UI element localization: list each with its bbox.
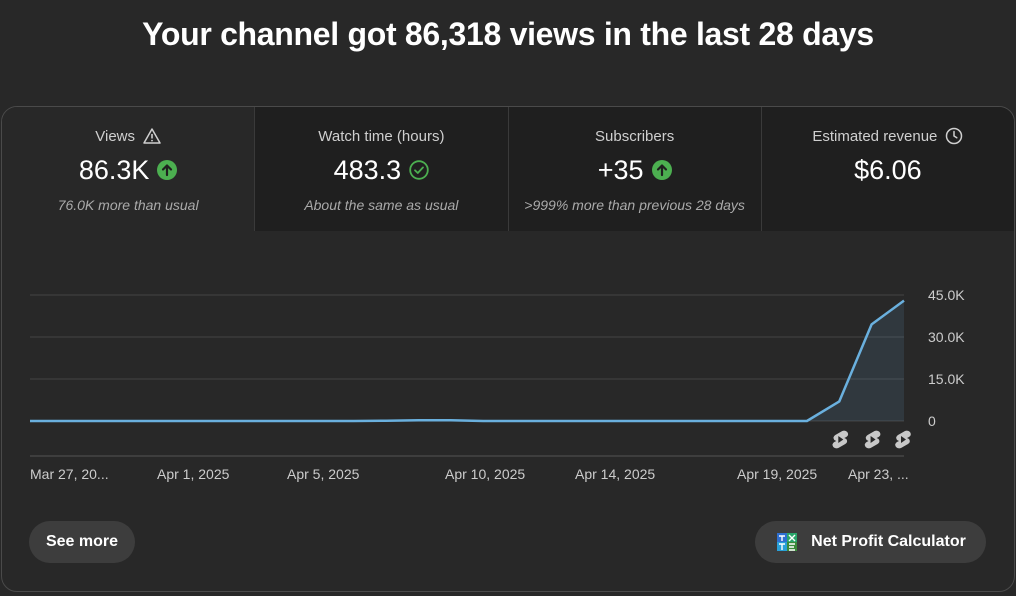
clock-icon[interactable] xyxy=(945,127,963,145)
metric-value: +35 xyxy=(597,154,644,185)
metric-label: Estimated revenue xyxy=(812,127,938,145)
chart-canvas[interactable]: 45.0K 30.0K 15.0K 0 Mar 27, 20... Apr 1, 2025… xyxy=(2,231,1014,491)
metric-value: 86.3K xyxy=(78,154,150,185)
shorts-icon[interactable] xyxy=(832,430,849,449)
metric-label: Views xyxy=(95,127,135,145)
views-chart[interactable]: 45.0K 30.0K 15.0K 0 Mar 27, 20... Apr 1, 2025… xyxy=(2,231,1014,491)
calculator-button-label: Net Profit Calculator xyxy=(811,533,966,550)
warning-triangle-icon[interactable] xyxy=(143,127,161,145)
shorts-icon[interactable] xyxy=(864,430,881,449)
x-tick-label: Apr 14, 2025 xyxy=(575,466,655,482)
check-circle-icon xyxy=(409,160,429,180)
x-tick-label: Apr 1, 2025 xyxy=(157,466,230,482)
page-headline: Your channel got 86,318 views in the las… xyxy=(142,16,874,52)
metric-label: Subscribers xyxy=(595,127,675,145)
metric-note: About the same as usual xyxy=(304,197,459,213)
metric-note: 76.0K more than usual xyxy=(57,197,199,213)
x-tick-label: Apr 10, 2025 xyxy=(445,466,525,482)
metric-value: $6.06 xyxy=(854,154,922,185)
y-tick-label: 45.0K xyxy=(928,287,965,303)
metric-tab-watch-time[interactable]: Watch time (hours) 483.3 About the same … xyxy=(255,107,509,231)
calculator-logo-icon xyxy=(775,530,801,554)
arrow-up-circle-icon xyxy=(651,160,672,180)
net-profit-calculator-button[interactable]: Net Profit Calculator xyxy=(755,521,986,563)
metrics-row: Views 86.3K 76.0K more than usual Watch … xyxy=(2,107,1014,231)
x-tick-label: Apr 23, ... xyxy=(848,466,909,482)
shorts-icon[interactable] xyxy=(895,430,911,449)
arrow-up-circle-icon xyxy=(157,160,178,180)
y-tick-label: 30.0K xyxy=(928,329,965,345)
metric-tab-subscribers[interactable]: Subscribers +35 >999% more than previous… xyxy=(508,107,762,231)
series-line xyxy=(30,299,905,423)
see-more-button[interactable]: See more xyxy=(29,521,135,563)
y-tick-label: 0 xyxy=(928,413,936,429)
x-tick-label: Apr 5, 2025 xyxy=(287,466,360,482)
y-tick-label: 15.0K xyxy=(928,371,965,387)
x-tick-label: Apr 19, 2025 xyxy=(737,466,817,482)
metric-label: Watch time (hours) xyxy=(318,127,445,145)
metric-value: 483.3 xyxy=(333,154,402,185)
metric-note: >999% more than previous 28 days xyxy=(524,197,745,213)
analytics-card: Views 86.3K 76.0K more than usual Watch … xyxy=(1,106,1015,592)
metric-tab-views[interactable]: Views 86.3K 76.0K more than usual xyxy=(2,107,256,231)
metric-tab-revenue[interactable]: Estimated revenue $6.06 xyxy=(761,107,1014,231)
series-area xyxy=(30,300,904,421)
x-tick-label: Mar 27, 20... xyxy=(30,466,109,482)
